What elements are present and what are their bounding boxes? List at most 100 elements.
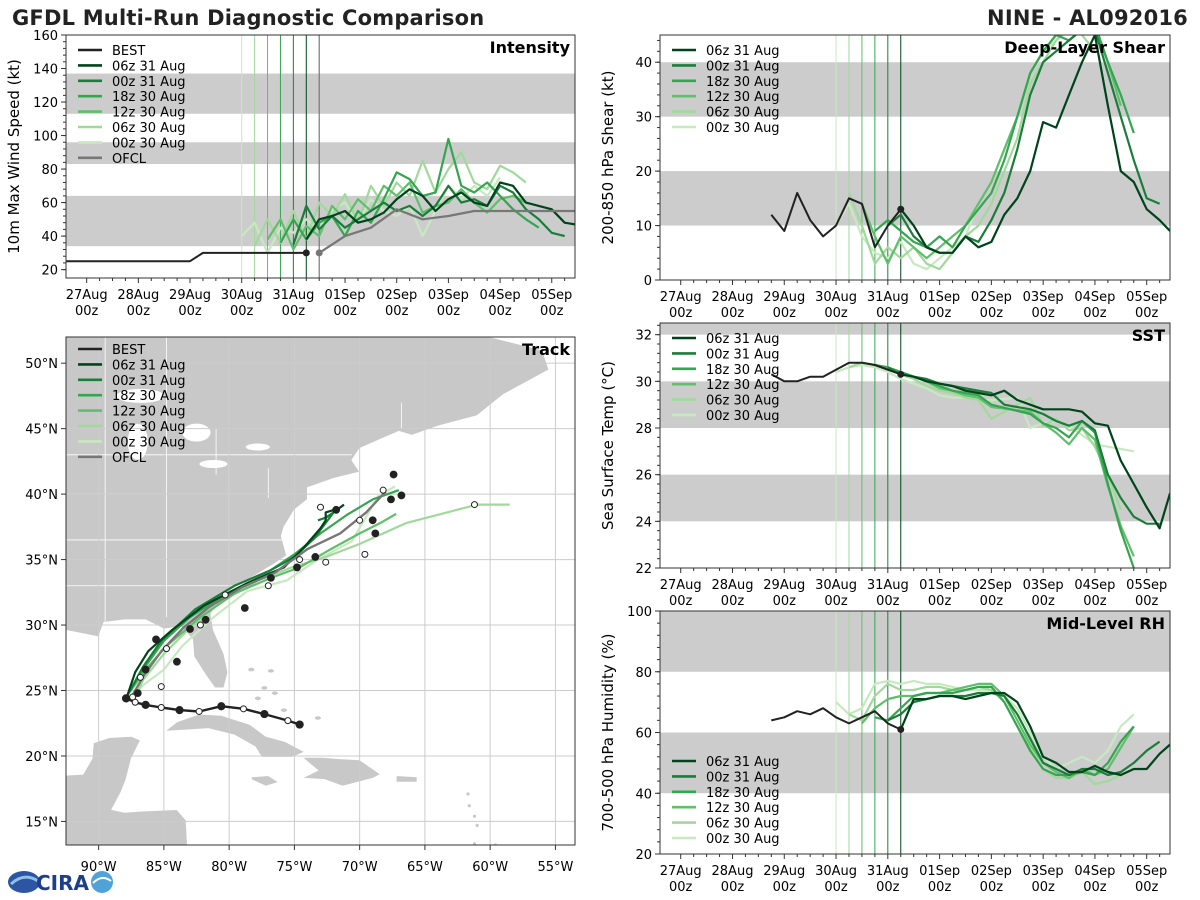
sst-legend-label: 00z 30 Aug	[706, 409, 780, 424]
sst-xtick-hour: 00z	[721, 594, 745, 609]
intensity-run-line-0	[305, 181, 575, 241]
sst-best-line	[770, 361, 902, 383]
sst-xtick-hour: 00z	[928, 594, 952, 609]
intensity-xtick-day: 27Aug	[66, 288, 108, 303]
intensity-ytick-label: 40	[41, 230, 58, 245]
track-legend-label: 06z 31 Aug	[112, 358, 186, 373]
intensity-legend-label: 12z 30 Aug	[112, 106, 186, 121]
rh-best-marker	[897, 725, 905, 733]
shear-run-line-0	[899, 35, 1170, 254]
intensity-best-marker	[302, 249, 310, 257]
shear-xtick-day: 04Sep	[1074, 290, 1115, 305]
rh-ytick-label: 100	[627, 605, 652, 620]
shear-xtick-hour: 00z	[1135, 306, 1159, 321]
rh-xtick-hour: 00z	[980, 880, 1004, 895]
land-hispaniola	[300, 756, 382, 787]
track-ytick-label: 15°N	[25, 815, 58, 830]
shear-best-line	[770, 191, 902, 249]
sst-legend-label: 12z 30 Aug	[706, 378, 780, 393]
land-bahamas-2	[271, 691, 278, 695]
land-island-0	[466, 792, 470, 796]
shear-ytick-label: 0	[644, 274, 652, 289]
intensity-xtick-hour: 00z	[437, 304, 461, 319]
rh-legend-label: 00z 31 Aug	[706, 770, 780, 785]
track-legend-label: 00z 31 Aug	[112, 374, 186, 389]
track-legend-label: 06z 30 Aug	[112, 420, 186, 435]
track-point-filled	[332, 505, 341, 514]
land-central-america	[66, 735, 188, 845]
rh-run-line-5	[835, 679, 1135, 771]
shear-band-0	[660, 171, 1170, 226]
track-best-point	[284, 717, 292, 725]
sst-band-1	[660, 381, 1170, 428]
shear-legend-label: 00z 31 Aug	[706, 59, 780, 74]
shear-legend-label: 06z 30 Aug	[706, 106, 780, 121]
shear-xtick-hour: 00z	[1031, 306, 1055, 321]
track-ofcl-line	[130, 490, 387, 698]
intensity-legend-label: 18z 30 Aug	[112, 90, 186, 105]
shear-xtick-hour: 00z	[721, 306, 745, 321]
intensity-xtick-hour: 00z	[488, 304, 512, 319]
intensity-ytick-label: 100	[33, 130, 58, 145]
land-bahamas-1	[261, 686, 268, 690]
sst-run-line-1	[887, 366, 1160, 525]
track-point-open	[296, 556, 304, 564]
land-bahamas-7	[314, 716, 321, 720]
shear-run-line-2	[874, 35, 1135, 249]
sst-xtick-day: 31Aug	[867, 578, 909, 593]
intensity-xtick-day: 05Sep	[531, 288, 572, 303]
track-legend-label: OFCL	[112, 451, 147, 466]
shear-legend-label: 18z 30 Aug	[706, 75, 780, 90]
sst-xtick-day: 01Sep	[919, 578, 960, 593]
sst-xtick-day: 30Aug	[815, 578, 857, 593]
track-legend-label: 12z 30 Aug	[112, 405, 186, 420]
intensity-xtick-hour: 00z	[178, 304, 202, 319]
sst-xtick-day: 02Sep	[971, 578, 1012, 593]
track-point-filled	[240, 604, 249, 612]
shear-xtick-day: 27Aug	[660, 290, 702, 305]
track-run-line-1	[126, 511, 335, 697]
track-best-point	[175, 706, 184, 715]
track-point-filled	[311, 553, 320, 561]
track-legend-label: BEST	[112, 343, 145, 358]
rh-xtick-hour: 00z	[928, 880, 952, 895]
cira-logo: CIRA	[8, 871, 113, 895]
track-best-point	[260, 709, 269, 719]
sst-xtick-hour: 00z	[773, 594, 797, 609]
track-ytick-label: 30°N	[25, 619, 58, 634]
track-xtick-label: 70°W	[342, 860, 378, 875]
land-cuba	[163, 713, 306, 758]
track-xtick-label: 65°W	[407, 860, 443, 875]
shear-xtick-day: 29Aug	[763, 290, 805, 305]
sst-xtick-hour: 00z	[980, 594, 1004, 609]
rh-xtick-day: 01Sep	[919, 864, 960, 879]
rh-run-line-4	[848, 682, 1122, 786]
intensity-run-line-1	[292, 184, 565, 245]
rh-legend-label: 00z 30 Aug	[706, 832, 780, 847]
rh-xtick-hour: 00z	[824, 880, 848, 895]
sst-xtick-hour: 00z	[1083, 594, 1107, 609]
track-point-open	[162, 645, 170, 653]
shear-run-line-3	[860, 35, 1122, 265]
rh-ytick-label: 80	[635, 666, 652, 681]
track-point-open	[157, 683, 165, 691]
track-point-open	[322, 558, 330, 566]
shear-frame	[659, 34, 1171, 281]
track-ytick-label: 25°N	[25, 685, 58, 700]
intensity-ytick-label: 120	[33, 96, 58, 111]
shear-xtick-day: 28Aug	[712, 290, 754, 305]
intensity-xtick-day: 02Sep	[376, 288, 417, 303]
intensity-xtick-day: 01Sep	[325, 288, 366, 303]
shear-ylabel: 200-850 hPa Shear (kt)	[599, 71, 617, 245]
intensity-ytick-label: 60	[41, 197, 58, 212]
rh-run-line-0	[899, 691, 1170, 777]
land-bahamas-4	[267, 669, 274, 673]
track-xtick-label: 75°W	[276, 860, 312, 875]
land-island-4	[472, 842, 477, 845]
track-point-filled	[141, 665, 150, 674]
intensity-legend-label: 06z 31 Aug	[112, 59, 186, 74]
sst-xtick-hour: 00z	[1031, 594, 1055, 609]
rh-xtick-hour: 00z	[669, 880, 693, 895]
rh-xtick-hour: 00z	[1083, 880, 1107, 895]
sst-band-0	[660, 474, 1170, 522]
